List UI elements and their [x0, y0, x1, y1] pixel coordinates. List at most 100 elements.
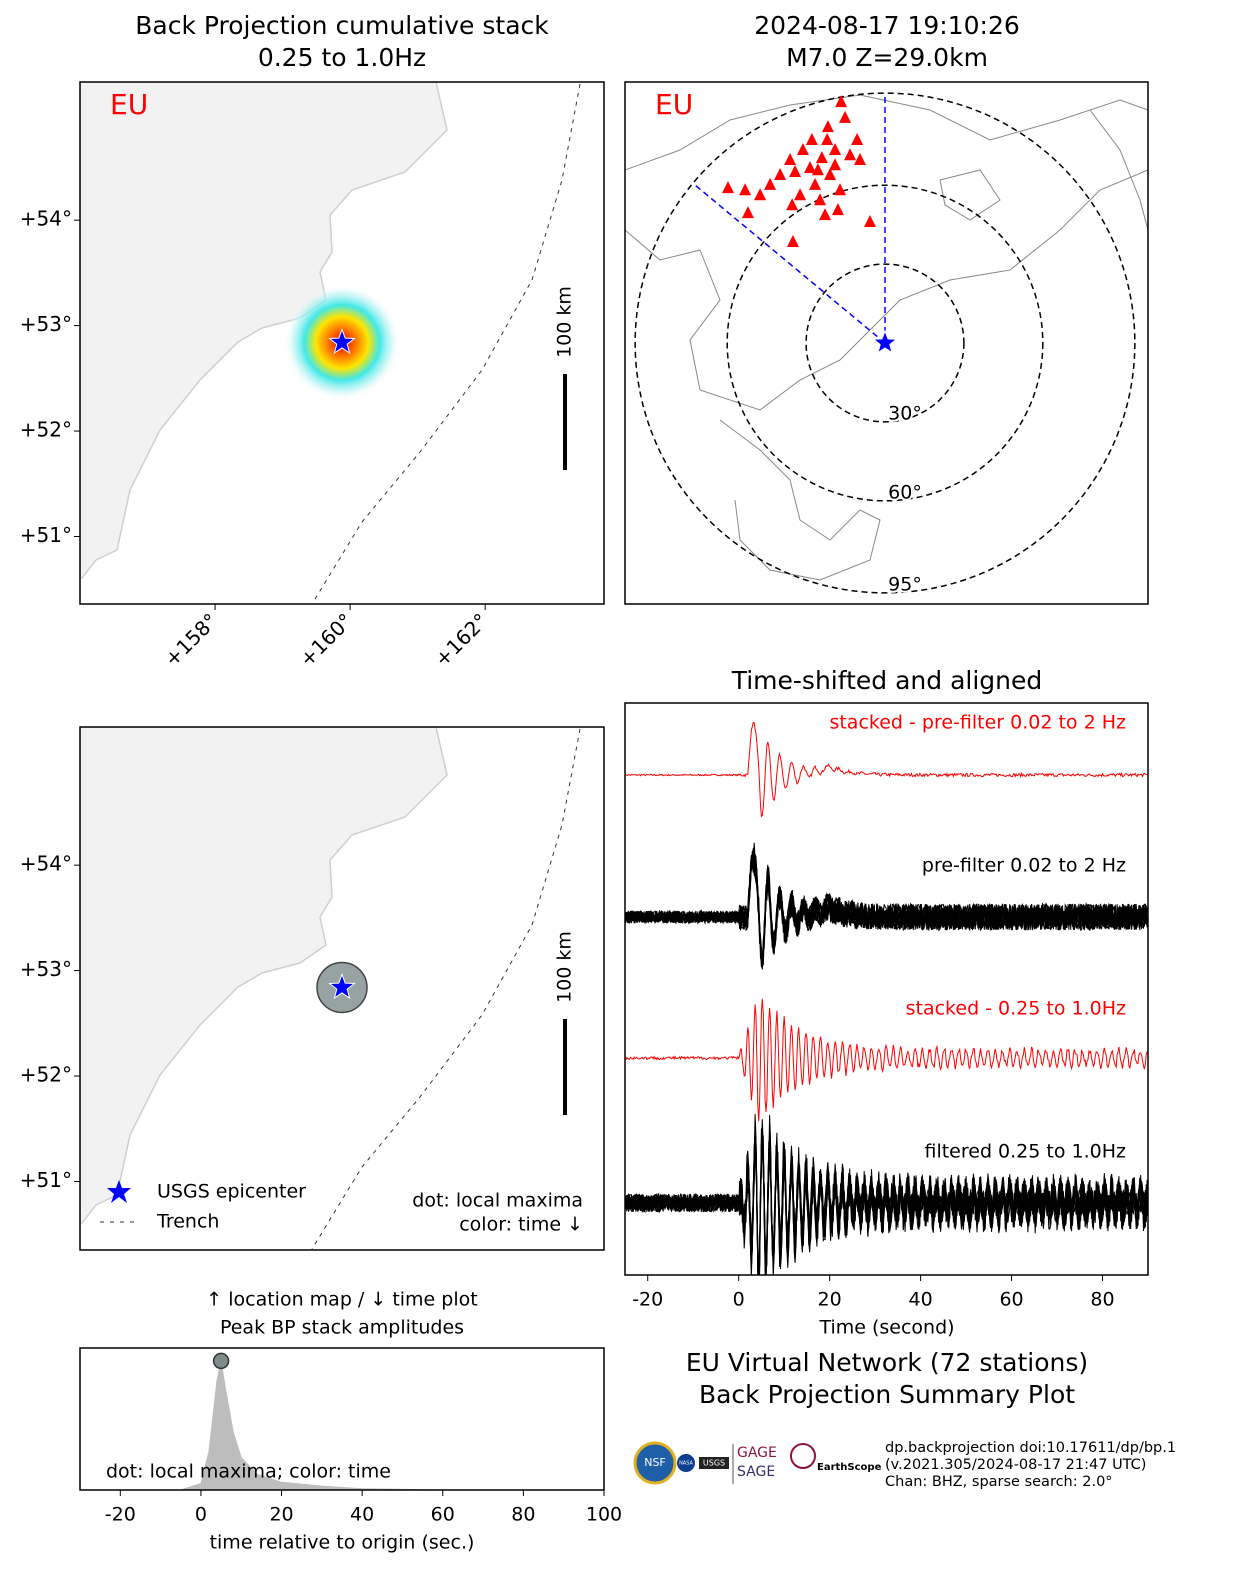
- logo: [677, 1454, 695, 1472]
- footer-subtitle: Back Projection Summary Plot: [699, 1380, 1075, 1409]
- station: [819, 208, 832, 221]
- y-tick-label: +54°: [20, 852, 72, 876]
- x-tick-label: +158°: [160, 608, 223, 671]
- plot-note: dot: local maxima; color: time: [106, 1461, 391, 1483]
- x-axis-label: Time (second): [818, 1317, 954, 1339]
- station: [805, 132, 818, 145]
- station: [831, 203, 844, 216]
- station: [784, 152, 797, 165]
- station: [824, 167, 837, 180]
- local-maximum: [212, 1352, 230, 1370]
- logos: NSF NASA USGS GAGE SAGE EarthScope: [633, 1441, 882, 1485]
- map-note: dot: local maxima: [412, 1190, 583, 1212]
- trace-label: filtered 0.25 to 1.0Hz: [924, 1141, 1126, 1163]
- location-map: [80, 727, 581, 1250]
- legend-star: [107, 1180, 131, 1203]
- station: [809, 177, 822, 190]
- y-tick-label: +53°: [20, 312, 72, 336]
- map-frame: [624, 81, 1149, 605]
- trace-label: stacked - 0.25 to 1.0Hz: [906, 998, 1126, 1020]
- station: [796, 142, 809, 155]
- waveform: [625, 1125, 1148, 1275]
- epicenter: [872, 329, 898, 354]
- plot-frame: [79, 1347, 605, 1491]
- x-tick-label: 100: [586, 1504, 622, 1526]
- x-tick-label: -20: [632, 1289, 663, 1311]
- legend-label: Trench: [156, 1211, 219, 1233]
- x-tick-label: 0: [733, 1289, 745, 1311]
- logo: [790, 1443, 816, 1469]
- logo-text: NSF: [644, 1456, 666, 1469]
- epicenter: [328, 973, 356, 1000]
- credit-line: (v.2021.305/2024-08-17 21:47 UTC): [885, 1457, 1146, 1473]
- station: [854, 152, 867, 165]
- station: [851, 132, 864, 145]
- panel-subtitle: Peak BP stack amplitudes: [220, 1317, 464, 1339]
- x-tick-label: 0: [195, 1504, 207, 1526]
- station: [815, 151, 828, 164]
- station: [774, 167, 787, 180]
- map-frame: [79, 726, 605, 1251]
- station: [764, 177, 777, 190]
- network-label: EU: [110, 88, 148, 121]
- station: [789, 165, 802, 178]
- credit-line: dp.backprojection doi:10.17611/dp/bp.1: [885, 1440, 1176, 1456]
- waveform: [625, 842, 1148, 966]
- map-note: color: time ↓: [459, 1214, 583, 1236]
- continents: [625, 94, 1148, 581]
- footer-title: EU Virtual Network (72 stations): [686, 1348, 1088, 1377]
- ring-label: 95°: [888, 573, 922, 595]
- station: [839, 110, 852, 123]
- y-tick-label: +52°: [20, 418, 72, 442]
- station: [811, 163, 824, 176]
- epicenter: [328, 328, 356, 355]
- station: [835, 95, 848, 108]
- station: [754, 188, 767, 201]
- x-tick-label: -20: [105, 1504, 136, 1526]
- station: [829, 158, 842, 171]
- panel-subtitle: M7.0 Z=29.0km: [786, 43, 988, 72]
- y-tick-label: +52°: [20, 1063, 72, 1087]
- station-map: [625, 92, 1148, 594]
- trace-label: stacked - pre-filter 0.02 to 2 Hz: [829, 712, 1126, 734]
- waveform: [625, 1134, 1148, 1275]
- distance-ring: [805, 263, 965, 423]
- map-frame: [79, 81, 605, 605]
- scale-label: 100 km: [554, 931, 576, 1003]
- network-label: EU: [655, 88, 693, 121]
- station: [739, 183, 752, 196]
- station: [794, 188, 807, 201]
- logo-text: USGS: [703, 1459, 725, 1468]
- legend-label: USGS epicenter: [157, 1181, 306, 1203]
- station: [864, 215, 877, 228]
- credit-line: Chan: BHZ, sparse search: 2.0°: [885, 1474, 1113, 1490]
- station: [844, 148, 857, 161]
- x-tick-label: +160°: [295, 608, 358, 671]
- y-tick-label: +51°: [20, 1168, 72, 1192]
- y-tick-label: +54°: [20, 207, 72, 231]
- station: [814, 193, 827, 206]
- azimuth-line: [694, 184, 886, 344]
- logo-text: NASA: [679, 1461, 693, 1467]
- station: [741, 206, 754, 219]
- x-tick-label: 40: [350, 1504, 374, 1526]
- panel-title: 2024-08-17 19:10:26: [754, 11, 1020, 40]
- station: [786, 198, 799, 211]
- station: [821, 120, 834, 133]
- station: [829, 142, 842, 155]
- panel-title: Back Projection cumulative stack: [135, 11, 549, 40]
- logo-text: EarthScope: [817, 1462, 882, 1473]
- trace-label: pre-filter 0.02 to 2 Hz: [922, 855, 1126, 877]
- logo: [633, 1441, 677, 1485]
- station: [834, 183, 847, 196]
- y-tick-label: +51°: [20, 523, 72, 547]
- x-tick-label: 60: [999, 1289, 1023, 1311]
- x-tick-label: 80: [511, 1504, 535, 1526]
- waveform: [625, 998, 1148, 1122]
- stack-map: [80, 82, 581, 604]
- x-tick-label: 40: [909, 1289, 933, 1311]
- waveforms: [625, 721, 1148, 1275]
- scale-label: 100 km: [554, 286, 576, 358]
- ring-label: 60°: [888, 481, 922, 503]
